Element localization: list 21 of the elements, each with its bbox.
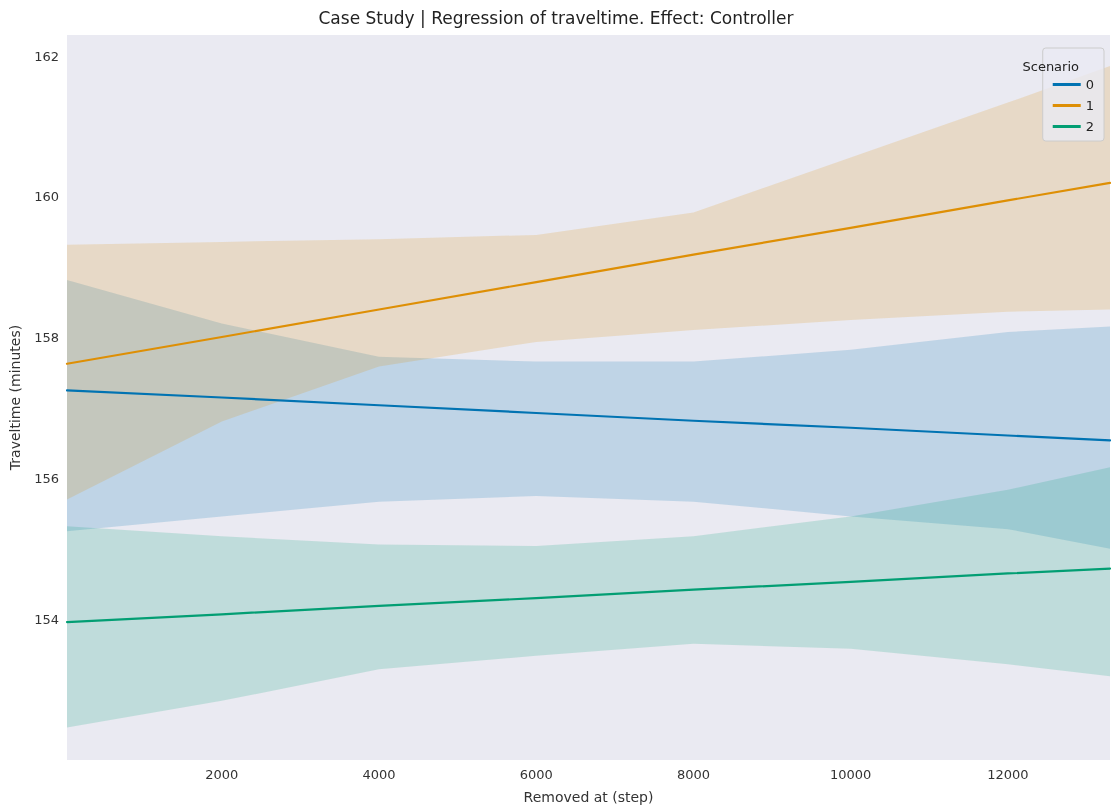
x-tick-label: 6000 <box>519 767 553 782</box>
chart-title: Case Study | Regression of traveltime. Effect: Controller <box>318 7 794 28</box>
x-axis-title: Removed at (step) <box>523 789 654 805</box>
x-tick-label: 10000 <box>829 767 872 782</box>
x-tick-label: 2000 <box>205 767 239 782</box>
legend-label: 1 <box>1085 98 1095 113</box>
y-tick-label: 158 <box>34 330 59 346</box>
line-series <box>65 567 1112 624</box>
y-axis-title: Traveltime (minutes) <box>7 324 23 472</box>
x-tick-label: 4000 <box>362 767 396 782</box>
y-tick-label: 154 <box>34 611 59 627</box>
line-series <box>65 389 1112 442</box>
x-tick-label: 8000 <box>676 767 710 782</box>
legend-label: 2 <box>1085 119 1095 134</box>
y-tick-label: 160 <box>34 189 59 205</box>
legend-title: Scenario <box>1022 59 1080 74</box>
y-tick-label: 162 <box>34 48 59 64</box>
legend-label: 0 <box>1085 77 1095 92</box>
x-tick-label: 12000 <box>987 767 1029 782</box>
y-tick-label: 156 <box>34 470 59 486</box>
line-series <box>65 181 1112 365</box>
